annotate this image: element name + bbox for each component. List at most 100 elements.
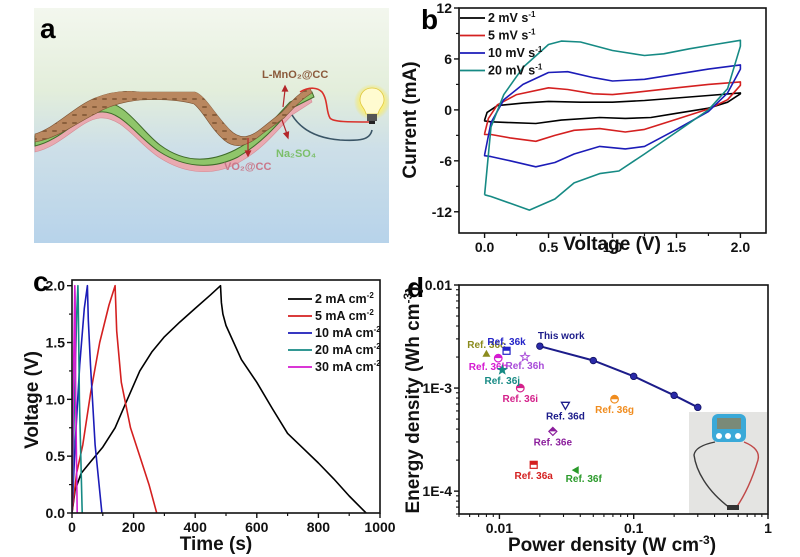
- panel-d-xlabel: Power density (W cm-3): [508, 533, 716, 556]
- negative-wire: [291, 114, 373, 142]
- panel-d-ytick-label: 0.01: [425, 277, 452, 293]
- panel-d-xtick-label: 0.1: [624, 520, 644, 536]
- square-marker-fill: [530, 461, 538, 465]
- reference-point: Ref. 36d: [546, 401, 585, 422]
- panel-d-ylabel-main: Energy density (Wh cm: [403, 303, 424, 513]
- panel-b-ylabel: Current (mA): [400, 61, 421, 178]
- panel-b-axes: 0.0 0.5 1.0 1.5 2.0 -12 -6 0 6 12: [432, 0, 751, 255]
- panel-b-legend: 2 mV s-1 5 mV s-1 10 mV s-1 20 mV s-1: [460, 10, 543, 78]
- star-marker: [496, 363, 508, 375]
- panel-c-axes: 0 200 400 600 800 1000 0.0 0.5 1.0 1.5 2.0: [46, 278, 396, 535]
- reference-point: Ref. 36e: [534, 426, 573, 448]
- panel-c-xtick-label: 600: [245, 519, 269, 535]
- panel-b-series-2: [483, 81, 742, 143]
- panel-d-xlabel-main: Power density (W cm: [508, 535, 699, 556]
- electrolyte-gel: [34, 91, 315, 166]
- reference-point: Ref. 36f: [566, 466, 603, 485]
- panel-c-ytick-label: 2.0: [46, 278, 66, 294]
- this-work-point: [694, 403, 702, 412]
- panel-c-legend-label: 5 mA cm-2: [315, 308, 374, 323]
- panel-c-plot-area: [72, 284, 367, 513]
- panel-letter-b: b: [421, 4, 438, 35]
- panel-c-xtick-label: 400: [184, 519, 208, 535]
- panel-b: b 0.0 0.5 1.0 1.5 2.0 -12 -6 0 6 12 2 mV s-1 5 mV …: [400, 0, 767, 255]
- reference-point: Ref. 36a: [515, 460, 554, 482]
- panel-b-ytick-label: -6: [440, 153, 453, 169]
- panel-c-legend-label: 10 mA cm-2: [315, 325, 381, 340]
- reference-label: Ref. 36e: [534, 437, 573, 448]
- triangle-left-marker: [571, 466, 579, 475]
- panel-c-series-2: [72, 284, 158, 513]
- reference-label: Ref. 36g: [595, 405, 634, 416]
- panel-d-xtick-label: 0.01: [486, 520, 513, 536]
- diamond-marker-fill: [548, 427, 557, 432]
- panel-b-xtick-label: 0.0: [475, 239, 495, 255]
- this-work-point: [670, 391, 678, 400]
- positive-wire: [299, 87, 373, 123]
- panel-b-xtick-label: 1.5: [667, 239, 687, 255]
- panel-b-xlabel: Voltage (V): [563, 234, 661, 255]
- cathode-label: L-MnO₂@CC: [262, 69, 328, 81]
- circle-marker-fill: [610, 395, 619, 400]
- reference-point: Ref. 36j: [484, 363, 520, 387]
- panel-b-xtick-label: 0.5: [539, 239, 559, 255]
- reference-point: Ref. 36i: [502, 383, 538, 405]
- this-work-point: [536, 342, 544, 350]
- panel-letter-c: c: [33, 266, 49, 297]
- reference-label: Ref. 36d: [546, 411, 585, 422]
- panel-c-series-5: [72, 284, 78, 513]
- panel-b-xtick-label: 1.0: [603, 239, 623, 255]
- reference-point: Ref. 36k: [487, 337, 526, 355]
- panel-d-axes: 0.01 0.1 1 1E-4 1E-3 0.01: [422, 277, 772, 536]
- circle-marker-fill: [516, 384, 525, 389]
- inset-wire-red: [735, 441, 760, 509]
- reference-label: Ref. 36i: [502, 394, 538, 405]
- reference-point: Ref. 36h: [506, 351, 545, 372]
- panel-d-ylabel: Energy density (Wh cm-3): [401, 286, 424, 513]
- panel-b-legend-label: 10 mV s-1: [488, 45, 543, 60]
- star-marker: [519, 351, 531, 362]
- panel-c-ylabel: Voltage (V): [22, 351, 43, 449]
- panel-b-ytick-label: 0: [444, 102, 452, 118]
- panel-c-xlabel: Time (s): [180, 534, 253, 555]
- reference-label: Ref. 36h: [506, 361, 545, 372]
- panel-c-legend-label: 30 mA cm-2: [315, 359, 381, 374]
- reference-label: Ref. 36a: [515, 471, 554, 482]
- label-arrows: [244, 84, 290, 158]
- panel-c-legend-label: 20 mA cm-2: [315, 342, 381, 357]
- panel-a: a L-MnO₂@CC Na₂SO₄ VO₂@CC: [34, 8, 390, 243]
- panel-c-xtick-label: 200: [122, 519, 146, 535]
- anode-label: VO₂@CC: [224, 161, 271, 173]
- panel-c-xtick-label: 0: [68, 519, 76, 535]
- electrolyte-label: Na₂SO₄: [276, 148, 316, 160]
- panel-d-frame: [458, 284, 769, 515]
- reference-label: Ref. 36b: [469, 362, 508, 373]
- reference-label: Ref. 36k: [487, 337, 526, 348]
- panel-c-legend-label: 2 mA cm-2: [315, 291, 374, 306]
- panel-c-ytick-label: 1.5: [46, 335, 66, 351]
- panel-b-xtick-label: 2.0: [731, 239, 751, 255]
- panel-c-series-4: [72, 284, 83, 513]
- panel-letter-a: a: [40, 13, 56, 44]
- panel-b-ytick-label: -12: [432, 204, 452, 220]
- reference-label: Ref. 36j: [484, 376, 520, 387]
- triangle-down-marker: [560, 401, 571, 411]
- panel-b-legend-label: 2 mV s-1: [488, 10, 536, 25]
- panel-d-xlabel-sup: -3: [699, 533, 710, 547]
- triangle-up-marker: [482, 349, 491, 357]
- circle-marker-fill: [494, 354, 503, 359]
- panel-c-ytick-label: 0.0: [46, 505, 66, 521]
- panel-b-plot-area: [483, 39, 742, 211]
- panel-c-legend: 2 mA cm-2 5 mA cm-2 10 mA cm-2 20 mA cm-2 30…: [288, 291, 381, 374]
- this-work-point: [589, 356, 597, 365]
- inset-device: [727, 505, 739, 510]
- panel-b-ytick-label: 12: [436, 0, 452, 16]
- panel-d-ylabel-end: ): [403, 286, 424, 292]
- panel-c-ytick-label: 1.0: [46, 391, 66, 407]
- panel-b-legend-label: 20 mV s-1: [488, 63, 543, 78]
- panel-b-legend-label: 5 mV s-1: [488, 28, 536, 43]
- reference-label: Ref. 36f: [566, 474, 603, 485]
- reference-point: Ref. 36c: [467, 340, 506, 357]
